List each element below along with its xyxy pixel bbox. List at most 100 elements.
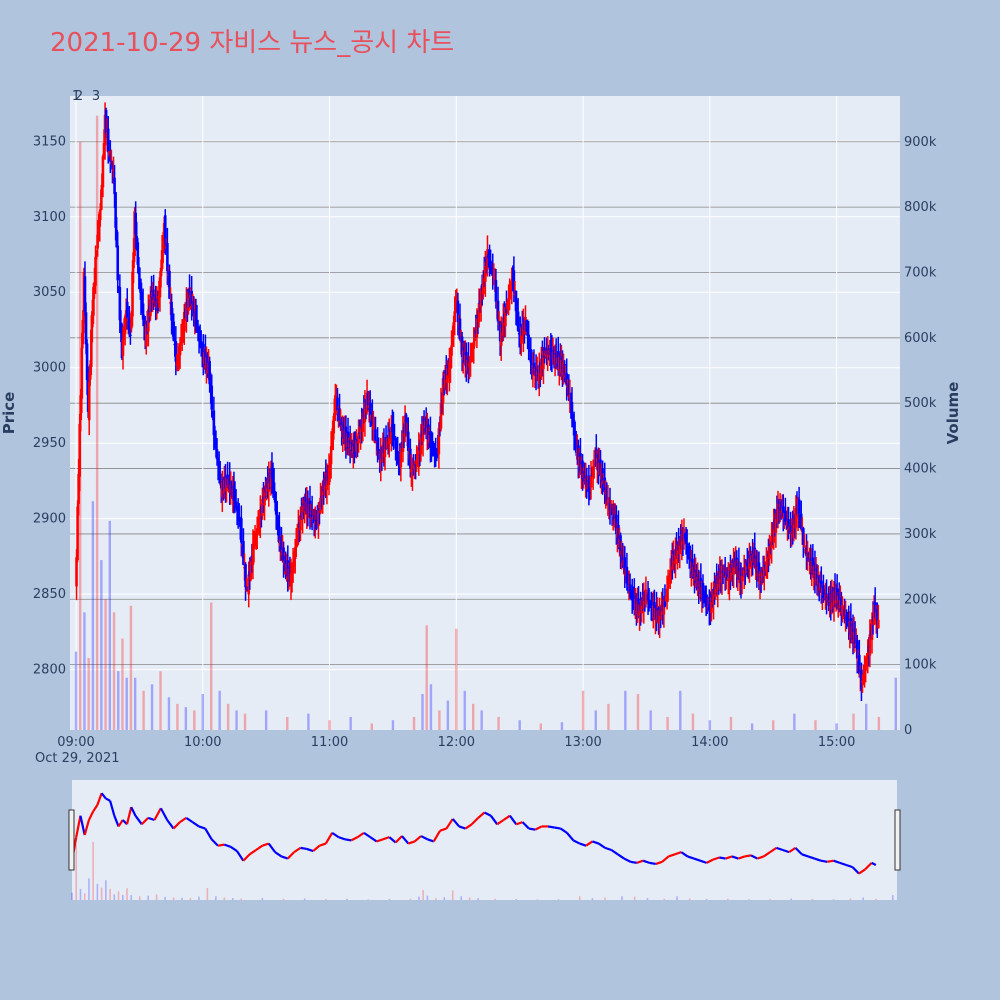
- candle-body: [678, 539, 682, 555]
- candle-body: [502, 317, 505, 337]
- volume-bar: [184, 707, 188, 730]
- slider-price-segment: [159, 807, 169, 821]
- range-slider-right-handle[interactable]: [894, 809, 901, 871]
- candle-body: [199, 341, 203, 349]
- candle-body: [336, 397, 339, 412]
- candle-body: [159, 267, 163, 277]
- candle-body: [340, 419, 343, 431]
- slider-volume-bar: [240, 898, 243, 900]
- candle-body: [768, 545, 771, 560]
- candle-body: [195, 319, 199, 330]
- candle-body: [101, 156, 105, 188]
- volume-bar: [104, 599, 107, 730]
- candle-body: [327, 467, 331, 485]
- slider-price-segment: [731, 855, 739, 860]
- candle-body: [807, 552, 810, 561]
- candle-body: [338, 408, 341, 421]
- candle-body: [720, 566, 724, 583]
- x-tick-label: 10:00: [184, 735, 221, 750]
- candle-body: [177, 354, 181, 358]
- candle-body: [97, 225, 101, 234]
- candle-body: [439, 403, 443, 429]
- candle-body: [419, 434, 423, 455]
- slider-price-segment: [198, 825, 206, 830]
- candle-body: [823, 590, 826, 598]
- volume-bar: [497, 716, 500, 730]
- slider-price-segment: [255, 844, 264, 851]
- candle-body: [583, 471, 586, 482]
- volume-bar: [864, 703, 868, 730]
- candle-body: [860, 669, 863, 690]
- candle-body: [413, 464, 416, 471]
- candle-body: [491, 267, 495, 275]
- candle-body: [508, 290, 511, 300]
- candle-body: [288, 565, 292, 582]
- slider-volume-bar: [105, 880, 107, 900]
- volume-bar: [210, 602, 213, 730]
- volume-bar: [176, 703, 179, 730]
- candle-body: [506, 301, 509, 309]
- candle-body: [139, 282, 143, 300]
- slider-volume-bar: [130, 895, 133, 900]
- slider-volume-bar: [591, 898, 594, 900]
- slider-price-segment: [489, 815, 499, 825]
- slider-volume-bar: [96, 883, 99, 900]
- x-tick-label: 15:00: [818, 735, 855, 750]
- volume-bar: [772, 720, 775, 730]
- slider-price-segment: [105, 797, 111, 802]
- slider-price-segment: [230, 845, 238, 852]
- range-slider-left-handle[interactable]: [68, 809, 75, 871]
- candle-body: [468, 362, 471, 368]
- y2-tick-label: 600k: [904, 331, 937, 346]
- slider-price-segment: [262, 842, 270, 847]
- candle-body: [858, 654, 861, 674]
- candle-body: [396, 451, 399, 461]
- slider-price-segment: [699, 859, 707, 864]
- candle-body: [180, 328, 184, 340]
- candle-body: [215, 449, 219, 460]
- candle-body: [99, 203, 103, 211]
- slider-price-segment: [851, 866, 860, 875]
- candle-body: [355, 440, 358, 452]
- slider-volume-bar: [325, 899, 327, 900]
- candle-body: [160, 250, 164, 269]
- slider-price-segment: [725, 855, 733, 860]
- candle-body: [443, 373, 447, 388]
- candle-body: [217, 465, 221, 474]
- volume-bar: [607, 703, 610, 730]
- slider-price-segment: [432, 830, 442, 842]
- candle-body: [489, 260, 492, 267]
- candle-body: [732, 562, 735, 575]
- slider-volume-bar: [705, 899, 708, 900]
- candle-body: [152, 289, 155, 301]
- candle-body: [182, 312, 186, 332]
- candle-body: [90, 329, 93, 367]
- candle-body: [409, 448, 412, 469]
- slider-volume-bar: [215, 896, 217, 900]
- volume-bar: [125, 677, 128, 730]
- slider-price-segment: [191, 821, 200, 828]
- candle-body: [234, 501, 238, 506]
- candle-body: [610, 508, 614, 516]
- candle-body: [579, 453, 582, 472]
- candle-body: [665, 588, 669, 597]
- candle-body: [781, 506, 785, 517]
- candle-body: [687, 552, 691, 560]
- candle-body: [554, 353, 558, 362]
- candle-body: [372, 424, 375, 430]
- candle-body: [85, 343, 89, 380]
- candle-body: [158, 277, 162, 298]
- volume-bar: [636, 694, 640, 730]
- slider-price-segment: [306, 847, 314, 853]
- candle-body: [270, 467, 274, 479]
- slider-price-segment: [249, 849, 257, 856]
- range-slider-background[interactable]: [72, 780, 897, 900]
- slider-volume-bar: [663, 898, 666, 900]
- candle-body: [228, 476, 232, 491]
- slider-price-segment: [712, 856, 720, 861]
- slider-price-segment: [338, 836, 346, 841]
- candle-body: [697, 573, 701, 589]
- slider-volume-bar: [79, 888, 82, 900]
- slider-price-segment: [293, 846, 302, 854]
